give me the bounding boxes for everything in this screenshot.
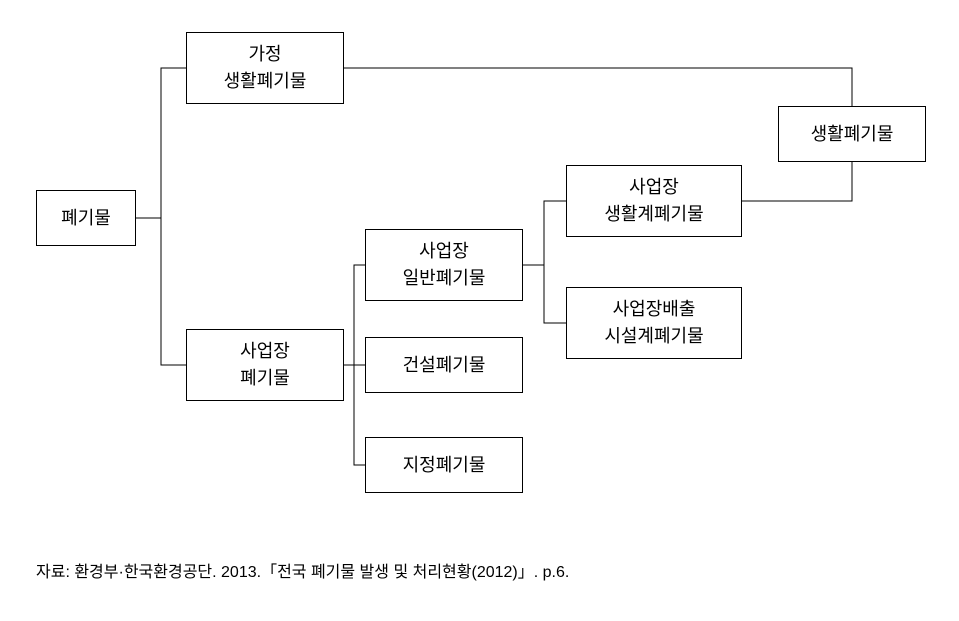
node-biz-life: 사업장 생활계폐기물: [566, 165, 742, 237]
node-biz-general-line2: 일반폐기물: [403, 265, 486, 292]
node-biz-desig: 지정폐기물: [365, 437, 523, 493]
source-caption: 자료: 환경부·한국환경공단. 2013.「전국 폐기물 발생 및 처리현황(2…: [36, 558, 569, 582]
node-biz-const: 건설폐기물: [365, 337, 523, 393]
node-biz-desig-line1: 지정폐기물: [403, 452, 486, 479]
node-biz-life-line1: 사업장: [629, 174, 679, 201]
node-life-waste-line1: 생활폐기물: [811, 121, 894, 148]
node-biz-const-line1: 건설폐기물: [403, 352, 486, 379]
node-biz-facility-line2: 시설계폐기물: [604, 323, 703, 350]
node-home: 가정 생활폐기물: [186, 32, 344, 104]
node-biz-life-line2: 생활계폐기물: [604, 201, 703, 228]
connector-lines: [0, 0, 959, 621]
node-home-line2: 생활폐기물: [224, 68, 307, 95]
node-biz-facility: 사업장배출 시설계폐기물: [566, 287, 742, 359]
node-biz-line1: 사업장: [240, 338, 290, 365]
node-biz-facility-line1: 사업장배출: [613, 296, 696, 323]
node-biz-line2: 폐기물: [240, 365, 290, 392]
node-home-line1: 가정: [248, 41, 281, 68]
node-root-line1: 폐기물: [61, 205, 111, 232]
node-biz-general: 사업장 일반폐기물: [365, 229, 523, 301]
node-biz: 사업장 폐기물: [186, 329, 344, 401]
node-root: 폐기물: [36, 190, 136, 246]
node-biz-general-line1: 사업장: [419, 238, 469, 265]
node-life-waste: 생활폐기물: [778, 106, 926, 162]
